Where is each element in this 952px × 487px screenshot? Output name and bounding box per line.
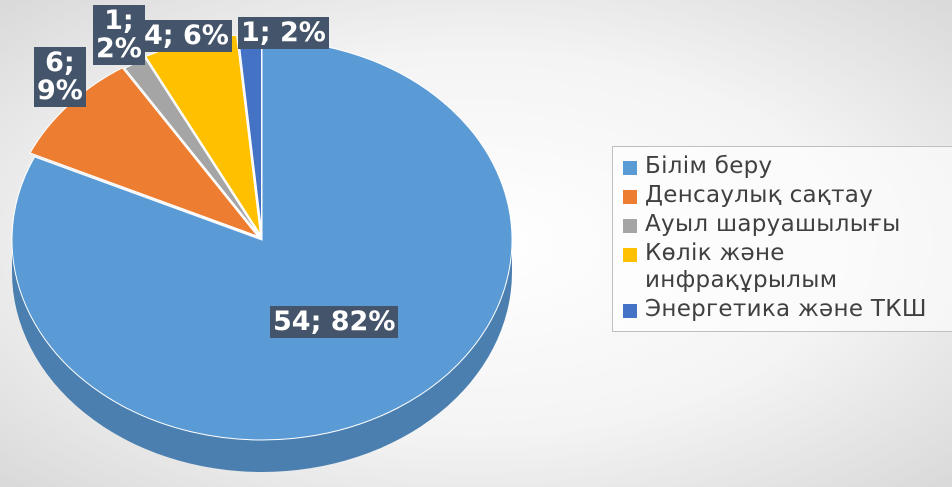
legend-label: Энергетика және ТКШ bbox=[645, 296, 927, 322]
pie-slices bbox=[11, 29, 513, 441]
legend-label: Білім беру bbox=[645, 153, 773, 179]
pie-slice-bilim-beru bbox=[11, 39, 513, 441]
data-label-bilim-beru: 54; 82% bbox=[270, 306, 399, 338]
legend-item-kolik: Көлік және инфрақұрылым bbox=[621, 240, 952, 294]
legend-item-bilim-beru: Білім беру bbox=[621, 153, 952, 180]
pie-sides bbox=[12, 240, 512, 472]
pie-side-bilim-beru bbox=[12, 240, 512, 472]
legend-label: Денсаулық сақтау bbox=[645, 182, 874, 208]
data-label-kolik: 4; 6% bbox=[141, 20, 232, 52]
legend-swatch bbox=[623, 304, 637, 318]
data-label-energetika: 1; 2% bbox=[238, 17, 329, 49]
data-label-auyl: 1; 2% bbox=[93, 5, 145, 65]
legend-item-densaulyq: Денсаулық сақтау bbox=[621, 182, 952, 209]
legend-swatch bbox=[623, 190, 637, 204]
legend-label: Ауыл шаруашылығы bbox=[645, 211, 901, 237]
legend-swatch bbox=[623, 161, 637, 175]
chart-legend: Білім беру Денсаулық сақтау Ауыл шаруашы… bbox=[612, 146, 952, 332]
legend-item-auyl: Ауыл шаруашылығы bbox=[621, 211, 952, 238]
data-label-densaulyq: 6; 9% bbox=[34, 47, 86, 107]
legend-swatch bbox=[623, 248, 637, 262]
legend-label: Көлік және инфрақұрылым bbox=[645, 240, 838, 293]
legend-swatch bbox=[623, 219, 637, 233]
legend-item-energetika: Энергетика және ТКШ bbox=[621, 296, 952, 323]
